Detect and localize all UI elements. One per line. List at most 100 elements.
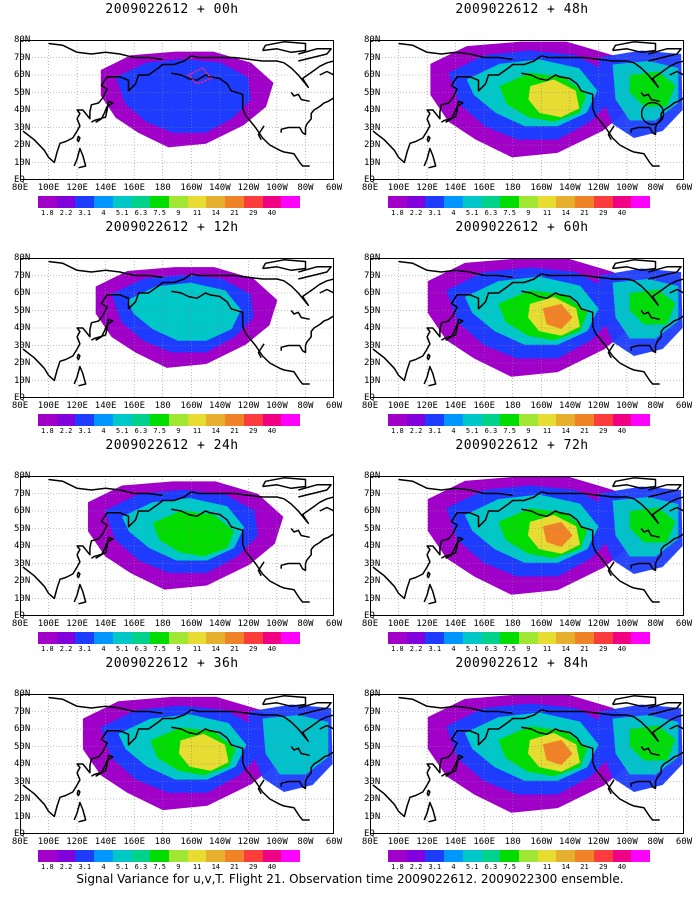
colorbar-swatch xyxy=(406,632,426,644)
colorbar-label: 21 xyxy=(230,645,239,653)
latitude-label: 70N xyxy=(14,52,31,63)
colorbar-swatch xyxy=(169,196,188,208)
longitude-label: 60W xyxy=(675,401,693,411)
variance-map xyxy=(20,694,335,834)
longitude-label: 60W xyxy=(325,837,343,847)
map-area: 80N 70N 60N 50N 40N 30N 20N 10N EQ 80E 100E 120E 140… xyxy=(12,471,342,629)
colorbar-label: 1.8 xyxy=(41,863,54,871)
longitude-label: 100E xyxy=(37,401,60,411)
colorbar-swatch xyxy=(406,850,426,862)
latitude-label: 70N xyxy=(364,488,381,499)
latitude-label: 50N xyxy=(364,305,381,316)
longitude-label: 140E xyxy=(94,183,117,193)
map-area: 80N 70N 60N 50N 40N 30N 20N 10N EQ 80E 100E 120E 140… xyxy=(362,35,692,193)
colorbar-label: 21 xyxy=(230,427,239,435)
longitude-label: 160E xyxy=(123,837,146,847)
colorbar-label: 7.5 xyxy=(503,645,516,653)
colorbar-swatch xyxy=(187,196,207,208)
colorbar-swatch xyxy=(519,414,538,426)
latitude-label: 80N xyxy=(14,471,31,481)
coastlines xyxy=(22,259,335,387)
colorbar-swatch xyxy=(500,632,520,644)
longitude-label: 140E xyxy=(444,619,467,629)
colorbar-label: 2.2 xyxy=(409,645,423,653)
latitude-label: EQ xyxy=(14,393,25,403)
colorbar-label: 9 xyxy=(176,209,181,217)
longitude-label: 80W xyxy=(297,183,314,193)
longitude-label: 120W xyxy=(587,401,610,411)
colorbar-label: 11 xyxy=(192,645,202,653)
colorbar-swatch xyxy=(262,850,282,862)
latitude-label: EQ xyxy=(364,393,375,403)
colorbar-swatch xyxy=(593,414,613,426)
longitude-label: 160E xyxy=(473,401,496,411)
colorbar-label: 3.1 xyxy=(78,209,92,217)
longitude-label: 100W xyxy=(616,837,638,847)
colorbar-label: 2.2 xyxy=(409,209,423,217)
longitude-label: 120E xyxy=(416,401,438,411)
colorbar-swatch xyxy=(388,850,407,862)
colorbar-label: 3.1 xyxy=(428,863,442,871)
longitude-label: 80E xyxy=(361,619,379,629)
longitude-label: 120W xyxy=(237,837,260,847)
colorbar-swatch xyxy=(131,414,151,426)
variance-map xyxy=(370,476,685,616)
longitude-label: 120E xyxy=(66,183,88,193)
colorbar-label: 5.1 xyxy=(115,645,129,653)
longitude-label: 80E xyxy=(11,837,29,847)
colorbar-swatch xyxy=(262,414,282,426)
latitude-label: 70N xyxy=(364,52,381,63)
longitude-label: 140E xyxy=(94,837,117,847)
colorbar-label: 40 xyxy=(267,645,277,653)
longitude-label: 100E xyxy=(37,619,60,629)
colorbar-swatch xyxy=(206,850,226,862)
colorbar-label: 7.5 xyxy=(153,863,166,871)
longitude-label: 160E xyxy=(123,401,146,411)
latitude-label: 60N xyxy=(14,288,31,298)
latitude-label: 20N xyxy=(14,794,31,804)
latitude-label: 80N xyxy=(364,35,381,45)
map-panel: 2009022612 + 12h 80N 70N 60N 50N 40N 30N 20N 10N… xyxy=(2,218,342,435)
colorbar-label: 3.1 xyxy=(78,645,92,653)
map-panel: 2009022612 + 84h 80N 70N 60N 50N 40N 30N 20N 10N… xyxy=(352,654,692,871)
colorbar-label: 5.1 xyxy=(465,645,479,653)
colorbar-label: 3.1 xyxy=(78,427,92,435)
colorbar-swatch xyxy=(225,632,244,644)
coastlines xyxy=(22,695,335,823)
colorbar-swatch xyxy=(593,850,613,862)
colorbar-label: 2.2 xyxy=(59,645,73,653)
latitude-label: 50N xyxy=(14,741,31,752)
colorbar-label: 3.1 xyxy=(428,645,442,653)
latitude-label: 10N xyxy=(364,375,381,386)
colorbar-swatch xyxy=(425,414,445,426)
colorbar-swatch xyxy=(225,850,244,862)
latitude-label: 20N xyxy=(364,358,381,368)
colorbar-label: 3.1 xyxy=(428,209,442,217)
colorbar-swatch xyxy=(537,850,557,862)
longitude-label: 120W xyxy=(237,183,260,193)
colorbar-swatch xyxy=(206,196,226,208)
colorbar-label: 4 xyxy=(101,209,106,217)
latitude-label: 10N xyxy=(14,811,31,822)
longitude-label: 80W xyxy=(647,401,664,411)
longitude-label: 60W xyxy=(675,183,693,193)
longitude-label: 100W xyxy=(616,183,638,193)
colorbar-swatch xyxy=(94,196,113,208)
longitude-label: 140W xyxy=(558,401,581,411)
map-frame xyxy=(370,40,684,180)
colorbar-label: 6.3 xyxy=(484,427,498,435)
latitude-label: 40N xyxy=(364,105,381,115)
colorbar-label: 7.5 xyxy=(153,645,166,653)
longitude-label: 120W xyxy=(587,183,610,193)
latitude-label: 10N xyxy=(14,375,31,386)
longitude-label: 140W xyxy=(208,619,231,629)
colorbar-swatch xyxy=(537,196,557,208)
colorbar-label: 6.3 xyxy=(134,863,148,871)
colorbar-swatch xyxy=(425,196,445,208)
colorbar-swatch xyxy=(206,414,226,426)
map-panel: 2009022612 + 48h 80N 70N 60N 50N 40N 30N 20N 10N… xyxy=(352,0,692,217)
longitude-label: 140W xyxy=(558,837,581,847)
longitude-label: 80E xyxy=(361,401,379,411)
colorbar-swatch xyxy=(56,850,76,862)
colorbar-label: 29 xyxy=(248,427,258,435)
